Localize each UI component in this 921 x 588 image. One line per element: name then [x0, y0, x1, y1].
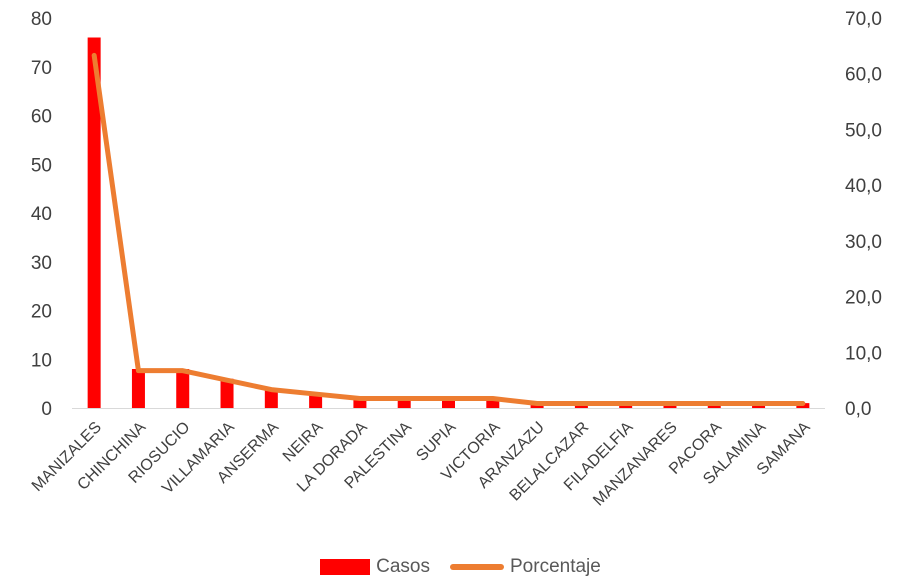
- legend-label-casos: Casos: [376, 556, 430, 577]
- y-right-tick-label: 0,0: [845, 399, 871, 420]
- bar-casos: [309, 393, 323, 408]
- bar-casos: [397, 398, 411, 408]
- bar-casos: [442, 398, 455, 408]
- bar-casos: [176, 369, 190, 408]
- y-right-tick-label: 30,0: [845, 232, 882, 253]
- legend-swatch-casos: [320, 559, 371, 575]
- bar-casos: [486, 398, 500, 408]
- y-right-tick-label: 20,0: [845, 288, 882, 309]
- y-right-tick-label: 10,0: [845, 343, 882, 364]
- y-left-tick-label: 70: [31, 58, 52, 79]
- bar-casos: [220, 378, 234, 408]
- y-left-tick-label: 0: [41, 399, 52, 420]
- y-left-tick-label: 20: [31, 302, 52, 323]
- y-left-tick-label: 80: [31, 9, 52, 30]
- y-left-tick-label: 40: [31, 204, 52, 225]
- y-left-tick-label: 30: [31, 253, 52, 274]
- legend: Casos Porcentaje: [0, 556, 921, 578]
- y-left-tick-label: 10: [31, 350, 52, 371]
- bar-casos: [264, 388, 278, 408]
- bar-casos: [87, 37, 101, 408]
- bar-casos: [131, 369, 145, 408]
- x-tick-label: BELALCAZAR: [507, 419, 593, 505]
- legend-swatch-porcentaje: [450, 564, 504, 570]
- y-right-tick-label: 50,0: [845, 120, 882, 141]
- y-left-tick-label: 50: [31, 155, 52, 176]
- y-left-tick-label: 60: [31, 107, 52, 128]
- legend-item-casos: Casos: [320, 556, 430, 578]
- y-right-tick-label: 70,0: [845, 9, 882, 30]
- legend-label-porcentaje: Porcentaje: [510, 556, 601, 577]
- y-right-tick-label: 60,0: [845, 65, 882, 86]
- legend-item-porcentaje: Porcentaje: [450, 556, 601, 578]
- bar-casos: [353, 398, 367, 408]
- line-porcentaje: [91, 52, 806, 407]
- y-right-tick-label: 40,0: [845, 176, 882, 197]
